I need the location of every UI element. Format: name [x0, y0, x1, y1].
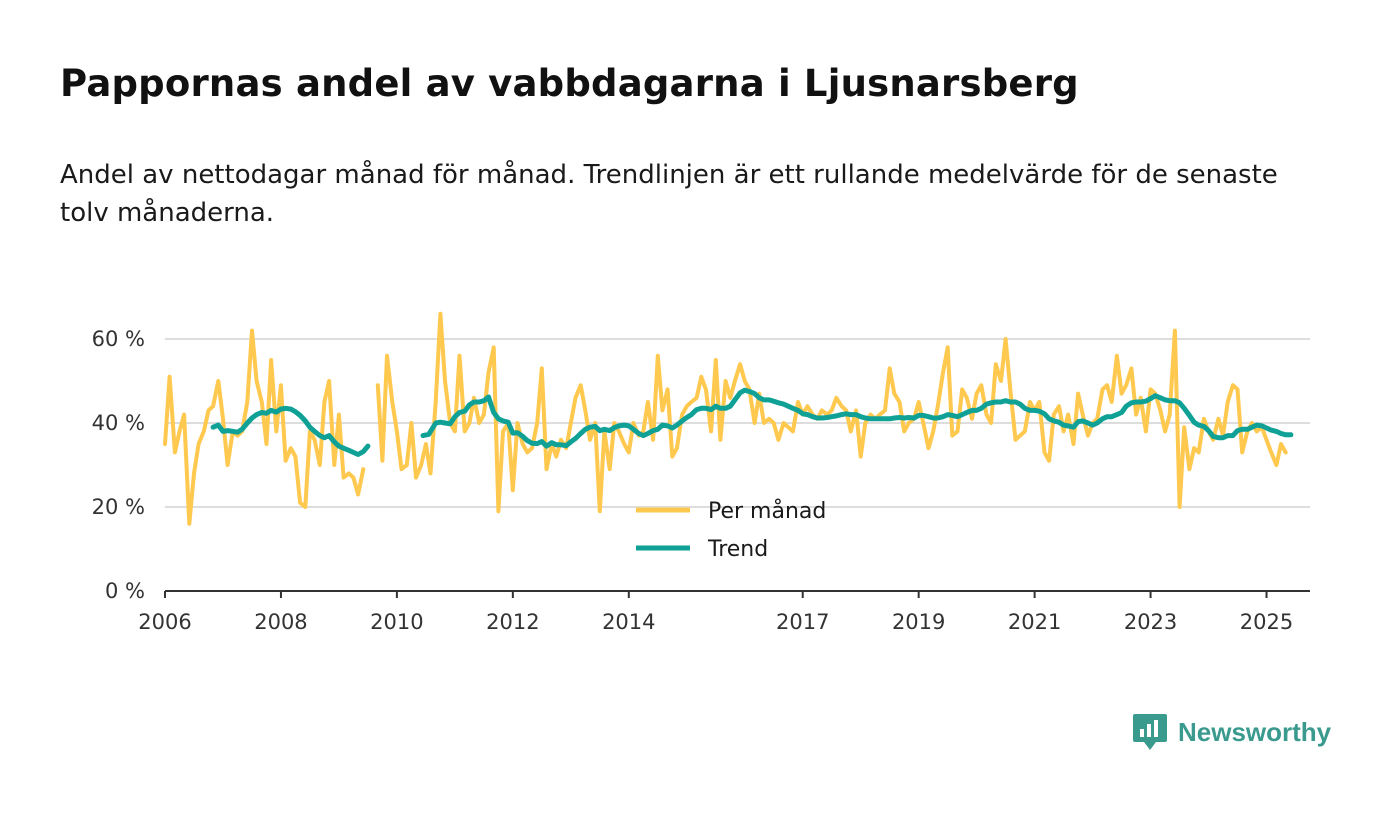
- legend-label-trend: Trend: [707, 537, 768, 562]
- x-tick-label: 2008: [254, 610, 307, 634]
- series-line-per-manad: [163, 311, 1288, 526]
- x-tick-label: 2014: [602, 610, 655, 634]
- chart-title: Pappornas andel av vabbdagarna i Ljusnar…: [60, 62, 1079, 105]
- y-tick-label: 60 %: [92, 327, 145, 351]
- x-tick-label: 2021: [1008, 610, 1061, 634]
- grid-lines: [165, 338, 1310, 508]
- series-lines: [163, 311, 1294, 526]
- newsworthy-logo-text: Newsworthy: [1178, 716, 1332, 747]
- legend: Per månad Trend: [636, 498, 826, 562]
- x-tick-label: 2023: [1124, 610, 1177, 634]
- x-axis-ticks: 2006 2008 2010 2012 2014 2017 2019 2021 2023 2025: [138, 591, 1293, 634]
- y-tick-label: 20 %: [92, 495, 145, 519]
- x-tick-label: 2017: [776, 610, 829, 634]
- x-tick-label: 2025: [1240, 610, 1293, 634]
- y-axis-labels: 0 % 20 % 40 % 60 %: [92, 327, 145, 603]
- chart-subtitle: Andel av nettodagar månad för månad. Tre…: [60, 160, 1278, 228]
- x-tick-label: 2006: [138, 610, 191, 634]
- newsworthy-logo: Newsworthy: [1132, 712, 1331, 752]
- y-tick-label: 0 %: [105, 579, 145, 603]
- x-tick-label: 2012: [486, 610, 539, 634]
- x-tick-label: 2010: [370, 610, 423, 634]
- legend-label-per-manad: Per månad: [708, 498, 826, 524]
- x-tick-label: 2019: [892, 610, 945, 634]
- series-line-trend: [210, 387, 1294, 457]
- y-tick-label: 40 %: [92, 411, 145, 435]
- newsworthy-logo-icon: [1133, 714, 1167, 750]
